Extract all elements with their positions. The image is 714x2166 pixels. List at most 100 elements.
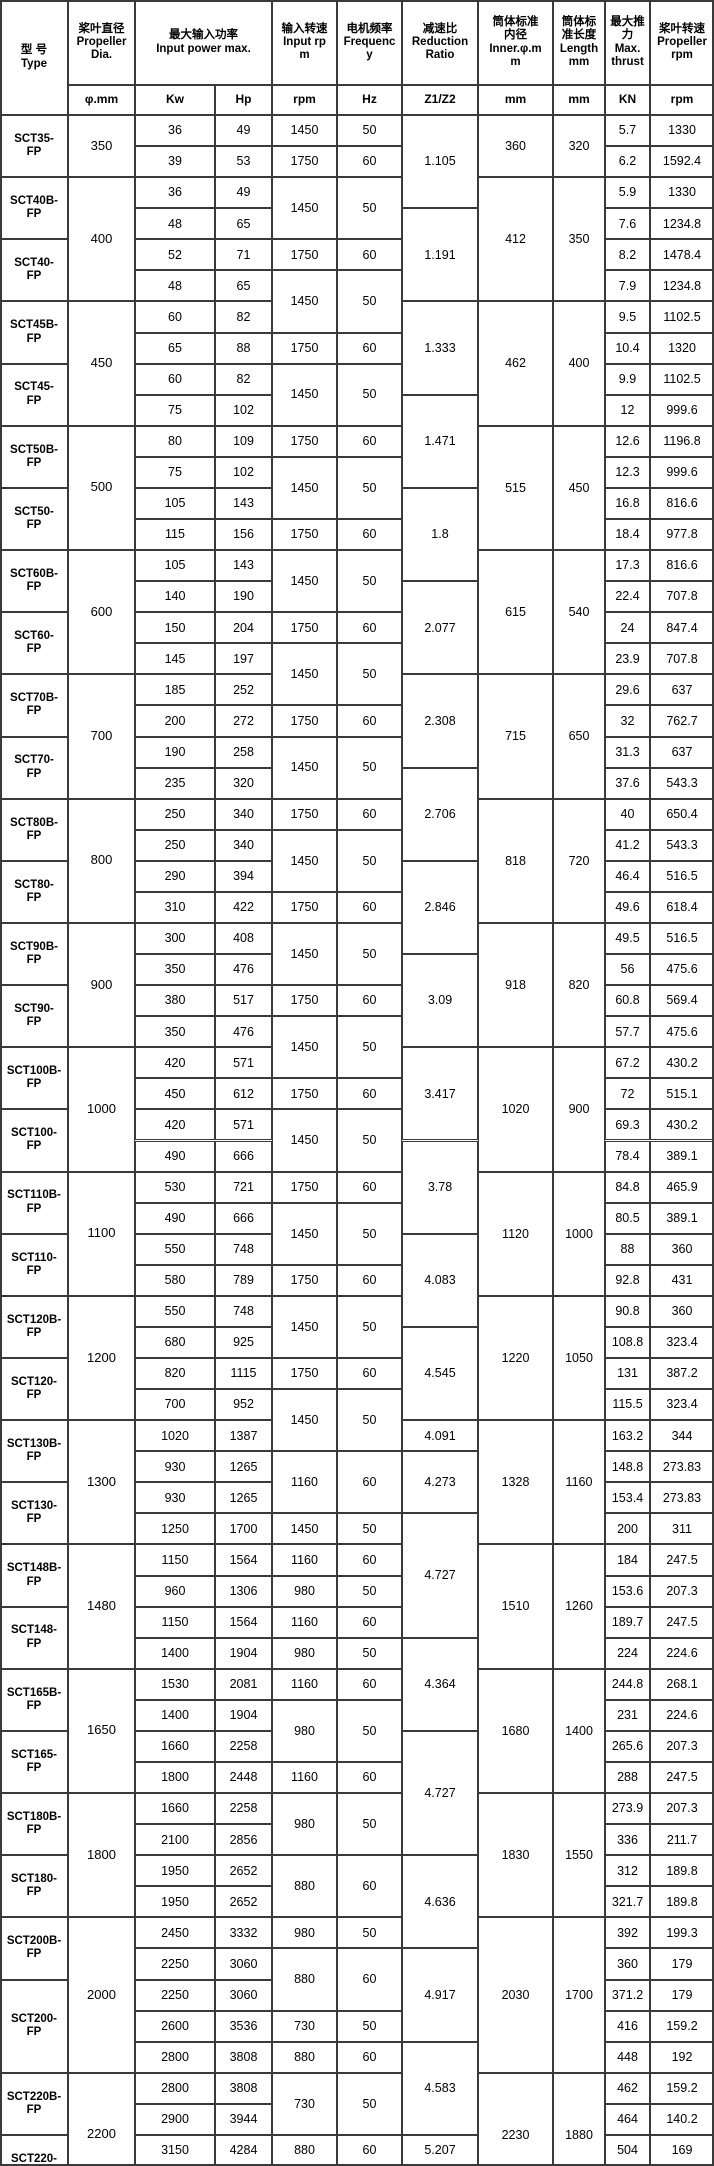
table-row-input-rpm: 1750 [272,798,337,830]
table-row-max-thrust: 16.8 [605,487,650,519]
table-row-kw: 580 [135,1264,215,1296]
table-row-input-rpm: 980 [272,1637,337,1669]
table-row-propeller-rpm: 211.7 [650,1824,714,1856]
table-row-frequency: 50 [337,115,402,147]
table-row-frequency: 60 [337,798,402,830]
table-row-max-thrust: 67.2 [605,1047,650,1079]
table-row-kw: 310 [135,891,215,923]
table-row-kw: 105 [135,487,215,519]
table-row-kw: 36 [135,177,215,209]
table-row-inner-dia: 1020 [478,1047,553,1172]
table-row-diameter: 400 [68,177,135,302]
table-row-max-thrust: 115.5 [605,1389,650,1421]
table-row-input-rpm: 1750 [272,1078,337,1110]
table-row-length: 1160 [553,1420,605,1545]
table-row-hp: 3332 [215,1917,272,1949]
table-row-reduction-ratio: 1.105 [402,115,478,209]
table-row-hp: 49 [215,177,272,209]
table-row-reduction-ratio: 4.583 [402,2041,478,2135]
table-row-hp: 1564 [215,1606,272,1638]
table-row-kw: 52 [135,239,215,271]
table-row-reduction-ratio: 2.077 [402,581,478,675]
table-row-hp: 2448 [215,1762,272,1794]
table-row-reduction-ratio: 2.706 [402,767,478,861]
table-row-kw: 960 [135,1575,215,1607]
table-row-hp: 748 [215,1295,272,1327]
table-row-hp: 2258 [215,1730,272,1762]
table-row-reduction-ratio: 1.191 [402,208,478,302]
table-row-input-rpm: 1450 [272,456,337,519]
table-row-input-rpm: 1750 [272,985,337,1017]
table-row-input-rpm: 1450 [272,643,337,706]
table-row-inner-dia: 818 [478,798,553,923]
table-row-max-thrust: 23.9 [605,643,650,675]
table-row-frequency: 60 [337,425,402,457]
table-row-inner-dia: 1328 [478,1420,553,1545]
table-row-kw: 115 [135,518,215,551]
table-row-input-rpm: 1450 [272,736,337,799]
table-row-input-rpm: 1750 [272,425,337,457]
table-row-diameter: 1650 [68,1668,135,1794]
table-row-kw: 2100 [135,1824,215,1856]
table-row-max-thrust: 464 [605,2103,650,2135]
table-row-kw: 1150 [135,1606,215,1638]
table-row-inner-dia: 2230 [478,2072,553,2166]
table-row-propeller-rpm: 247.5 [650,1544,714,1576]
table-row-max-thrust: 9.9 [605,363,650,395]
table-row-length: 350 [553,177,605,302]
table-row-hp: 517 [215,985,272,1017]
table-row-input-rpm: 1750 [272,612,337,644]
table-row-kw: 1150 [135,1544,215,1576]
table-row-propeller-rpm: 179 [650,1948,714,1980]
table-row-hp: 102 [215,394,272,426]
table-row-input-rpm: 1750 [272,1171,337,1203]
table-row-inner-dia: 1830 [478,1793,553,1918]
table-row-propeller-rpm: 816.6 [650,550,714,582]
table-row-input-rpm: 1160 [272,1606,337,1638]
table-row-type: SCT70B- FP [0,674,68,737]
table-row-type: SCT80- FP [0,860,68,923]
table-row-kw: 530 [135,1171,215,1203]
table-row-inner-dia: 515 [478,425,553,551]
table-row-length: 540 [553,550,605,675]
table-row-kw: 490 [135,1140,215,1172]
table-row-propeller-rpm: 159.2 [650,2072,714,2104]
table-row-hp: 1700 [215,1513,272,1545]
table-row-diameter: 1300 [68,1420,135,1545]
table-row-hp: 3808 [215,2041,272,2073]
table-row-max-thrust: 371.2 [605,1979,650,2011]
table-row-max-thrust: 29.6 [605,674,650,706]
table-row-inner-dia: 1220 [478,1295,553,1421]
table-row-kw: 2800 [135,2041,215,2073]
table-row-hp: 394 [215,860,272,892]
table-row-max-thrust: 12.6 [605,425,650,457]
table-row-type: SCT45- FP [0,363,68,426]
table-row-hp: 666 [215,1140,272,1172]
table-row-input-rpm: 1450 [272,1389,337,1452]
table-row-input-rpm: 1160 [272,1544,337,1576]
table-row-frequency: 50 [337,1575,402,1607]
table-row-input-rpm: 1160 [272,1451,337,1514]
table-row-input-rpm: 1450 [272,1016,337,1079]
table-row-hp: 197 [215,643,272,675]
table-row-kw: 1800 [135,1762,215,1794]
table-row-kw: 1530 [135,1668,215,1700]
table-row-kw: 2900 [135,2103,215,2135]
table-row-length: 900 [553,1047,605,1172]
table-row-frequency: 50 [337,1699,402,1762]
header-inner-dia: 筒体标准 内径 Inner.φ.m m [478,0,553,85]
table-row-max-thrust: 60.8 [605,985,650,1017]
table-row-propeller-rpm: 389.1 [650,1202,714,1234]
table-row-hp: 2856 [215,1824,272,1856]
table-row-max-thrust: 265.6 [605,1730,650,1762]
table-row-type: SCT60- FP [0,612,68,675]
table-row-kw: 550 [135,1233,215,1265]
table-row-frequency: 60 [337,2134,402,2166]
table-row-type: SCT45B- FP [0,301,68,364]
table-row-diameter: 900 [68,922,135,1048]
table-row-frequency: 60 [337,1762,402,1794]
table-row-max-thrust: 392 [605,1917,650,1949]
table-row-diameter: 450 [68,301,135,426]
table-row-type: SCT148B- FP [0,1544,68,1607]
table-row-reduction-ratio: 4.727 [402,1513,478,1638]
